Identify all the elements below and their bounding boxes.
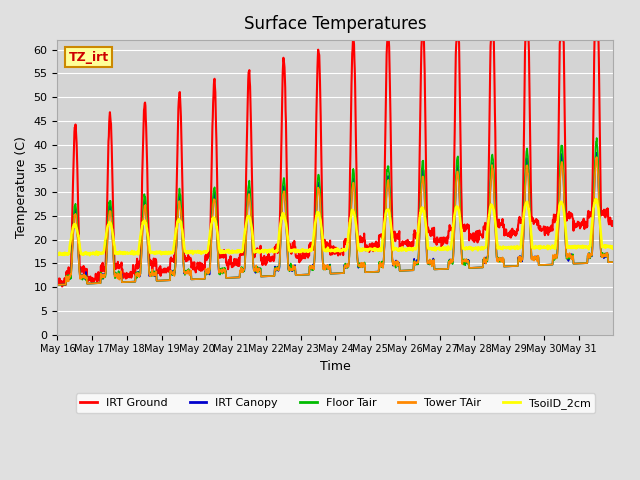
Line: Tower TAir: Tower TAir xyxy=(58,157,613,285)
TsoilD_2cm xyxy=(592,196,600,202)
IRT Ground xyxy=(548,228,556,233)
Floor Tair xyxy=(310,261,318,267)
X-axis label: Time: Time xyxy=(320,360,351,373)
Floor Tair xyxy=(54,282,61,288)
Floor Tair xyxy=(467,265,474,271)
Line: TsoilD_2cm: TsoilD_2cm xyxy=(58,199,613,255)
Tower TAir xyxy=(467,265,474,271)
IRT Ground xyxy=(54,278,61,284)
TsoilD_2cm xyxy=(548,243,556,249)
Tower TAir xyxy=(54,282,61,288)
IRT Ground xyxy=(58,284,66,289)
IRT Canopy xyxy=(141,201,148,207)
TsoilD_2cm xyxy=(603,243,611,249)
Text: TZ_irt: TZ_irt xyxy=(68,51,109,64)
TsoilD_2cm xyxy=(86,252,93,258)
TsoilD_2cm xyxy=(467,246,474,252)
Tower TAir xyxy=(609,259,617,265)
Title: Surface Temperatures: Surface Temperatures xyxy=(244,15,427,33)
Floor Tair xyxy=(593,135,600,141)
IRT Canopy xyxy=(603,252,611,258)
TsoilD_2cm xyxy=(310,225,318,230)
IRT Ground xyxy=(349,37,356,43)
TsoilD_2cm xyxy=(54,251,61,256)
Floor Tair xyxy=(548,262,556,267)
IRT Ground xyxy=(310,219,318,225)
IRT Canopy xyxy=(310,261,318,266)
Y-axis label: Temperature (C): Temperature (C) xyxy=(15,136,28,239)
Tower TAir xyxy=(310,261,318,267)
Floor Tair xyxy=(603,253,611,259)
Floor Tair xyxy=(321,265,328,271)
Tower TAir xyxy=(603,250,611,256)
Tower TAir xyxy=(141,205,148,211)
IRT Canopy xyxy=(548,262,556,267)
Floor Tair xyxy=(609,259,617,265)
Floor Tair xyxy=(141,192,148,197)
TsoilD_2cm xyxy=(141,217,148,223)
Line: Floor Tair: Floor Tair xyxy=(58,138,613,285)
IRT Ground xyxy=(321,239,329,244)
IRT Canopy xyxy=(593,150,600,156)
IRT Canopy xyxy=(321,265,328,271)
Line: IRT Ground: IRT Ground xyxy=(58,40,613,287)
TsoilD_2cm xyxy=(321,248,329,253)
Line: IRT Canopy: IRT Canopy xyxy=(58,153,613,285)
Legend: IRT Ground, IRT Canopy, Floor Tair, Tower TAir, TsoilD_2cm: IRT Ground, IRT Canopy, Floor Tair, Towe… xyxy=(76,393,595,413)
IRT Canopy xyxy=(467,265,474,271)
IRT Canopy xyxy=(54,282,61,288)
IRT Canopy xyxy=(609,259,617,265)
IRT Ground xyxy=(609,223,617,228)
IRT Ground xyxy=(141,100,148,106)
IRT Ground xyxy=(603,208,611,214)
Tower TAir xyxy=(321,264,328,270)
IRT Ground xyxy=(467,235,475,240)
Tower TAir xyxy=(548,262,556,267)
TsoilD_2cm xyxy=(609,244,617,250)
Tower TAir xyxy=(593,154,600,160)
